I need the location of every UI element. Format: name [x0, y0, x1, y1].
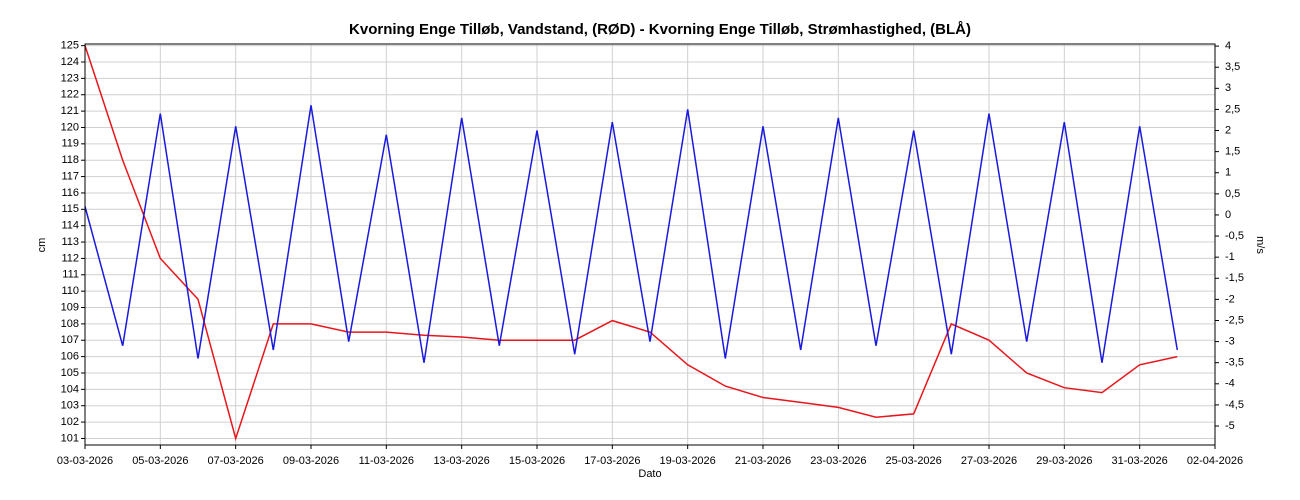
y-tick-label: 105: [61, 367, 79, 379]
y-tick-label: 107: [61, 334, 79, 346]
y-tick-label: 112: [61, 252, 79, 264]
y2-tick-label: -4: [1225, 378, 1235, 390]
y2-tick-label: 0,5: [1225, 188, 1240, 200]
chart-title: Kvorning Enge Tilløb, Vandstand, (RØD) -…: [349, 21, 971, 38]
y-tick-label: 118: [61, 154, 79, 166]
y2-tick-label: 2,5: [1225, 103, 1240, 115]
y-tick-label: 120: [61, 121, 79, 133]
y-tick-label: 111: [62, 269, 79, 281]
x-tick-label: 09-03-2026: [283, 455, 339, 467]
y2-tick-label: 1: [1225, 167, 1231, 179]
x-tick-label: 21-03-2026: [735, 455, 791, 467]
y-tick-label: 110: [61, 285, 79, 297]
y-tick-label: 115: [61, 203, 79, 215]
y2-tick-label: -0,5: [1225, 230, 1244, 242]
y-tick-label: 108: [61, 318, 79, 330]
x-tick-label: 17-03-2026: [584, 455, 640, 467]
y2-tick-label: 3: [1225, 82, 1231, 94]
x-tick-label: 05-03-2026: [132, 455, 188, 467]
y2-tick-label: -4,5: [1225, 399, 1244, 411]
x-tick-label: 07-03-2026: [208, 455, 264, 467]
y-tick-label: 125: [61, 40, 79, 52]
y-tick-label: 113: [61, 236, 79, 248]
series-line: [84, 105, 1179, 363]
y2-tick-label: -1: [1225, 251, 1235, 263]
plot-area: [85, 44, 1215, 445]
y2-axis-label: m/s: [1254, 236, 1266, 254]
y-tick-label: 102: [61, 416, 79, 428]
y-tick-label: 103: [61, 400, 79, 412]
y-tick-label: 121: [61, 105, 79, 117]
y-tick-label: 106: [61, 351, 79, 363]
x-tick-label: 11-03-2026: [359, 455, 414, 467]
y-tick-label: 104: [61, 383, 79, 395]
y2-tick-label: 4: [1225, 40, 1231, 52]
y-tick-label: 101: [61, 432, 79, 444]
y-tick-label: 116: [61, 187, 79, 199]
x-tick-label: 13-03-2026: [434, 455, 490, 467]
y2-tick-label: -2: [1225, 293, 1235, 305]
y2-tick-label: 0: [1225, 209, 1231, 221]
y2-tick-label: 1,5: [1225, 146, 1240, 158]
y-tick-label: 109: [61, 301, 79, 313]
y-tick-label: 122: [61, 89, 79, 101]
y-tick-label: 123: [61, 72, 79, 84]
y2-tick-label: -2,5: [1225, 314, 1244, 326]
x-tick-label: 25-03-2026: [886, 455, 942, 467]
x-tick-label: 03-03-2026: [57, 455, 113, 467]
plot-border: [84, 43, 1216, 446]
x-tick-label: 02-04-2026: [1187, 455, 1243, 467]
y2-tick-label: -3,5: [1225, 357, 1244, 369]
y2-tick-label: -5: [1225, 420, 1235, 432]
x-tick-label: 27-03-2026: [961, 455, 1017, 467]
y-tick-label: 119: [61, 138, 79, 150]
y2-tick-label: -3: [1225, 335, 1235, 347]
y-tick-label: 124: [61, 56, 79, 68]
x-tick-label: 23-03-2026: [810, 455, 866, 467]
series-line: [84, 45, 1178, 442]
y2-tick-label: -1,5: [1225, 272, 1244, 284]
y-tick-label: 114: [61, 220, 79, 232]
x-axis-label: Dato: [638, 468, 661, 480]
y-tick-label: 117: [61, 170, 79, 182]
y2-tick-label: 2: [1225, 124, 1231, 136]
y-axis-label: cm: [36, 238, 48, 253]
x-tick-label: 15-03-2026: [509, 455, 565, 467]
x-tick-label: 19-03-2026: [660, 455, 716, 467]
x-tick-label: 29-03-2026: [1036, 455, 1092, 467]
y2-tick-label: 3,5: [1225, 61, 1240, 73]
x-tick-label: 31-03-2026: [1112, 455, 1168, 467]
